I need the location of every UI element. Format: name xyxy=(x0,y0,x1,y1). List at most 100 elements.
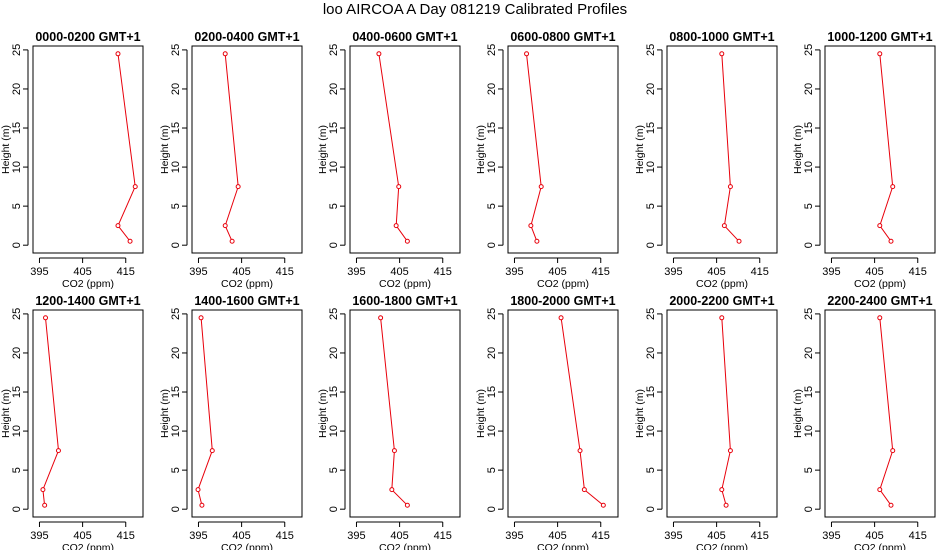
x-tick-label: 405 xyxy=(548,266,566,278)
data-point xyxy=(222,223,228,229)
data-point xyxy=(40,487,46,493)
data-point xyxy=(389,487,395,493)
plot-frame xyxy=(824,309,936,518)
y-axis-label: Height (m) xyxy=(792,389,804,438)
data-point xyxy=(890,448,896,454)
y-tick-label: 10 xyxy=(803,161,815,173)
data-point xyxy=(727,184,733,190)
x-tick-label: 405 xyxy=(865,530,883,542)
data-point xyxy=(721,223,727,229)
x-axis-label: CO2 (ppm) xyxy=(221,542,273,550)
data-point xyxy=(888,238,894,244)
x-tick-label: 415 xyxy=(117,266,135,278)
y-tick-label: 0 xyxy=(486,506,498,512)
data-point xyxy=(209,448,215,454)
y-tick-label: 5 xyxy=(486,467,498,473)
panel-title: 1200-1400 GMT+1 xyxy=(35,294,140,308)
series-line xyxy=(42,317,60,506)
x-tick-label: 405 xyxy=(232,530,250,542)
panel-title: 0800-1000 GMT+1 xyxy=(669,30,774,44)
data-point xyxy=(132,184,138,190)
panel-title: 1000-1200 GMT+1 xyxy=(827,30,932,44)
y-tick-label: 20 xyxy=(328,83,340,95)
x-tick-label: 395 xyxy=(664,266,682,278)
series-line xyxy=(224,53,239,242)
x-tick-label: 405 xyxy=(73,530,91,542)
data-point xyxy=(404,238,410,244)
y-axis-label: Height (m) xyxy=(792,125,804,174)
y-tick-label: 5 xyxy=(803,203,815,209)
y-tick-label: 25 xyxy=(803,308,815,320)
plot-frame xyxy=(507,45,619,254)
y-tick-label: 0 xyxy=(328,242,340,248)
page-title: loo AIRCOA A Day 081219 Calibrated Profi… xyxy=(322,1,628,18)
data-point xyxy=(393,223,399,229)
y-tick-label: 5 xyxy=(11,203,23,209)
x-tick-label: 395 xyxy=(189,530,207,542)
y-tick-label: 25 xyxy=(328,44,340,56)
plot-frame xyxy=(32,309,144,518)
x-tick-label: 415 xyxy=(276,266,294,278)
series-line xyxy=(526,53,542,242)
y-tick-label: 25 xyxy=(645,44,657,56)
data-point xyxy=(736,238,742,244)
panel-title: 0200-0400 GMT+1 xyxy=(194,30,299,44)
data-point xyxy=(198,315,204,321)
x-tick-label: 405 xyxy=(232,266,250,278)
data-point xyxy=(222,51,228,57)
data-point xyxy=(877,223,883,229)
x-axis-label: CO2 (ppm) xyxy=(537,278,589,290)
y-tick-label: 0 xyxy=(645,242,657,248)
series-line xyxy=(378,53,408,242)
data-point xyxy=(55,448,61,454)
y-tick-label: 20 xyxy=(11,83,23,95)
y-tick-label: 25 xyxy=(170,44,182,56)
y-tick-label: 5 xyxy=(170,203,182,209)
x-tick-label: 395 xyxy=(505,530,523,542)
x-axis-label: CO2 (ppm) xyxy=(854,542,906,550)
y-tick-label: 10 xyxy=(645,425,657,437)
data-point xyxy=(577,448,583,454)
y-tick-label: 5 xyxy=(328,203,340,209)
data-point xyxy=(195,487,201,493)
y-tick-label: 20 xyxy=(803,347,815,359)
y-tick-label: 15 xyxy=(803,122,815,134)
x-tick-label: 405 xyxy=(73,266,91,278)
y-axis-label: Height (m) xyxy=(0,389,12,438)
data-point xyxy=(378,315,384,321)
plot-frame xyxy=(32,45,144,254)
y-axis-label: Height (m) xyxy=(317,389,329,438)
x-tick-label: 405 xyxy=(390,266,408,278)
series-line xyxy=(721,317,731,506)
x-tick-label: 415 xyxy=(117,530,135,542)
y-tick-label: 0 xyxy=(645,506,657,512)
plot-frame xyxy=(191,309,303,518)
y-axis-label: Height (m) xyxy=(0,125,12,174)
data-point xyxy=(404,502,410,508)
y-tick-label: 15 xyxy=(645,386,657,398)
y-axis-label: Height (m) xyxy=(475,389,487,438)
y-tick-label: 20 xyxy=(645,347,657,359)
x-axis-label: CO2 (ppm) xyxy=(537,542,589,550)
x-tick-label: 405 xyxy=(707,266,725,278)
y-axis-label: Height (m) xyxy=(475,125,487,174)
data-point xyxy=(115,223,121,229)
data-point xyxy=(229,238,235,244)
data-point xyxy=(396,184,402,190)
x-axis-label: CO2 (ppm) xyxy=(854,278,906,290)
y-tick-label: 10 xyxy=(170,425,182,437)
y-tick-label: 25 xyxy=(486,44,498,56)
y-tick-label: 20 xyxy=(11,347,23,359)
data-point xyxy=(391,448,397,454)
series-line xyxy=(197,317,213,506)
y-tick-label: 25 xyxy=(170,308,182,320)
y-tick-label: 25 xyxy=(645,308,657,320)
x-tick-label: 405 xyxy=(865,266,883,278)
